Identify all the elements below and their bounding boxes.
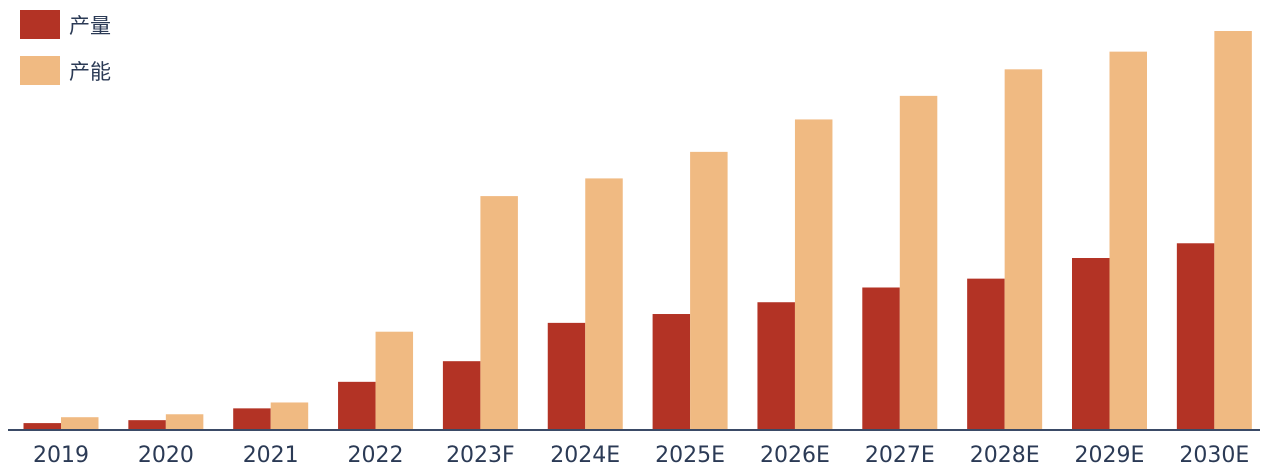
x-tick-label-2023F: 2023F	[446, 443, 515, 467]
x-tick-label-2021: 2021	[243, 443, 299, 467]
bar-production-2020	[128, 420, 166, 429]
x-tick-label-2028E: 2028E	[970, 443, 1040, 467]
x-axis-tick-labels: 2019 2020 2021 2022 2023F 2024E 2025E 2026E 2027…	[33, 443, 1249, 467]
bar-production-2023F	[442, 361, 481, 429]
bar-capacity-2021	[270, 402, 309, 429]
bar-production-2029E	[1072, 258, 1110, 429]
x-tick-label-2020: 2020	[138, 443, 194, 467]
legend-label-capacity: 产能	[69, 60, 111, 84]
bar-capacity-2029E	[1109, 51, 1147, 429]
x-tick-label-2022: 2022	[348, 443, 404, 467]
chart-legend: 产量 产能	[20, 10, 111, 85]
bar-capacity-2024E	[585, 178, 623, 429]
bar-production-2030E	[1176, 243, 1215, 429]
bar-capacity-2027E	[899, 95, 938, 430]
bar-production-2022	[338, 381, 376, 429]
legend-label-production: 产量	[69, 14, 111, 38]
legend-swatch-production	[20, 10, 60, 39]
bars-group	[23, 31, 1252, 430]
bar-capacity-2028E	[1004, 69, 1043, 429]
bar-capacity-2020	[165, 414, 204, 429]
x-tick-label-2024E: 2024E	[550, 443, 620, 467]
x-tick-label-2026E: 2026E	[760, 443, 830, 467]
x-tick-label-2029E: 2029E	[1075, 443, 1145, 467]
bar-capacity-2022	[375, 331, 414, 429]
x-tick-label-2019: 2019	[33, 443, 89, 467]
x-tick-label-2025E: 2025E	[655, 443, 725, 467]
bar-capacity-2019	[61, 417, 99, 429]
bar-production-2026E	[757, 302, 795, 429]
bar-capacity-2030E	[1214, 31, 1252, 429]
bar-production-2021	[233, 408, 271, 429]
bar-production-2024E	[547, 322, 586, 429]
bar-production-2019	[23, 423, 61, 429]
bar-capacity-2025E	[690, 151, 728, 429]
x-tick-label-2030E: 2030E	[1179, 443, 1249, 467]
x-tick-label-2027E: 2027E	[865, 443, 935, 467]
bar-capacity-2023F	[480, 196, 518, 429]
legend-swatch-capacity	[20, 56, 60, 85]
bar-production-2025E	[652, 314, 691, 429]
bar-capacity-2026E	[794, 119, 833, 429]
bar-production-2027E	[862, 287, 900, 429]
bar-production-2028E	[967, 278, 1005, 429]
